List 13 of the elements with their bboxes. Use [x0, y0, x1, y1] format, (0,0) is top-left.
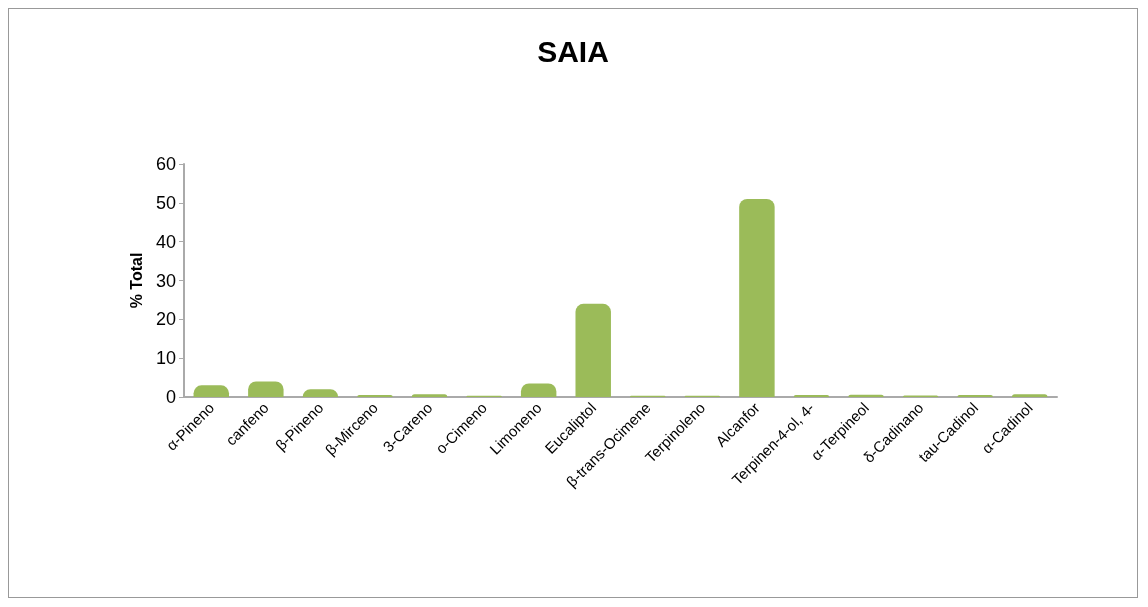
y-tick-label: 0 [165, 387, 176, 407]
y-tick-label: 10 [155, 348, 176, 369]
bar [248, 381, 284, 397]
y-axis-title: % Total [127, 252, 145, 309]
y-tick-label: 60 [155, 154, 176, 174]
bar [520, 383, 557, 397]
y-tick-label: 50 [155, 192, 176, 213]
bar [739, 198, 775, 397]
y-tick-label: 30 [155, 270, 176, 291]
chart-title: SAIA [537, 34, 609, 68]
y-tick-label: 40 [155, 231, 176, 252]
bar [575, 303, 611, 397]
y-tick-label: 20 [155, 309, 176, 330]
